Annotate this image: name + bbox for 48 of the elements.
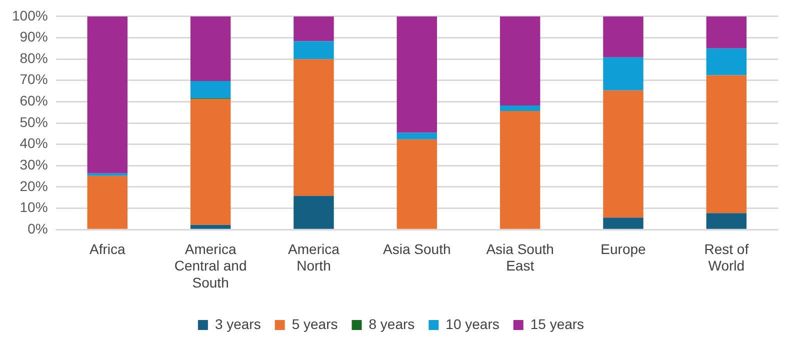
- x-tick-label: Asia South: [383, 240, 451, 257]
- bar: [294, 41, 334, 60]
- legend-label: 8 years: [368, 316, 415, 332]
- x-tick-label: Africa: [89, 240, 126, 257]
- x-tick-label: America North: [288, 240, 340, 274]
- bar: [87, 16, 128, 174]
- bar: [500, 106, 540, 112]
- y-tick-label: 50%: [20, 114, 48, 130]
- bar: [396, 16, 438, 133]
- bar: [396, 139, 438, 229]
- bar: [294, 196, 334, 229]
- y-tick-label: 60%: [20, 92, 48, 109]
- bar: [500, 16, 540, 106]
- bar: [190, 16, 231, 81]
- x-tick-label: Europe: [600, 240, 646, 257]
- bar: [294, 59, 334, 196]
- y-tick-label: 20%: [20, 178, 48, 194]
- bar: [190, 81, 231, 98]
- x-tick-label: Rest of World: [704, 240, 749, 274]
- y-tick-label: 10%: [20, 199, 48, 216]
- bar: [87, 176, 128, 229]
- bar: [190, 224, 231, 229]
- bar: [603, 218, 644, 229]
- bar: [706, 48, 747, 76]
- bar: [706, 16, 747, 48]
- y-tick-label: 70%: [20, 71, 48, 88]
- y-tick-label: 90%: [20, 28, 48, 45]
- bar: [603, 57, 644, 90]
- bar: [500, 111, 540, 229]
- bar: [603, 90, 644, 218]
- legend-label: 15 years: [530, 316, 584, 332]
- bar: [396, 132, 438, 140]
- y-tick-label: 0%: [28, 220, 48, 236]
- x-tick-label: America Central and South: [174, 240, 247, 290]
- bar: [603, 16, 644, 58]
- bar: [87, 173, 128, 176]
- bar: [190, 99, 231, 225]
- bar: [294, 16, 334, 42]
- legend-label: 3 years: [214, 316, 261, 332]
- y-tick-label: 30%: [20, 156, 48, 172]
- bar: [706, 213, 747, 229]
- y-tick-label: 100%: [12, 7, 48, 24]
- x-tick-label: Asia South East: [486, 240, 554, 274]
- bar: [706, 75, 747, 214]
- y-tick-label: 40%: [20, 135, 48, 152]
- legend-label: 5 years: [292, 316, 338, 332]
- legend-label: 10 years: [446, 316, 500, 332]
- y-tick-label: 80%: [20, 50, 48, 66]
